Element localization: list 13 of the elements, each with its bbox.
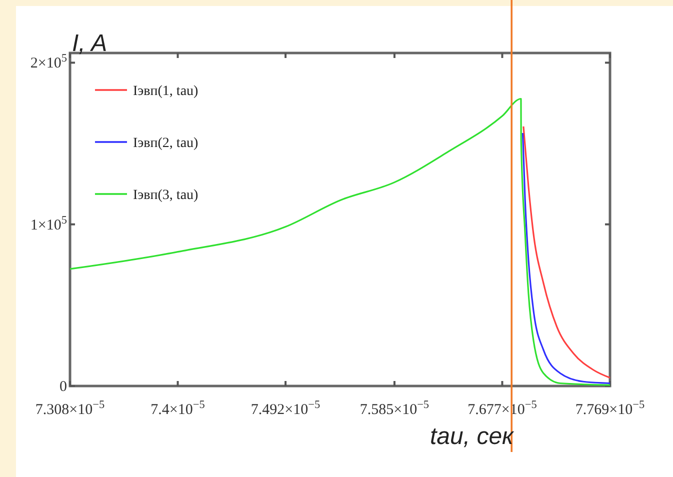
y-tick-label: 2×10$^{5}$ [30, 52, 68, 72]
legend-label: Iэвп(3, tau) [133, 188, 199, 203]
y-tick-label: 1×10$^{5}$ [30, 214, 68, 234]
y-tick-label: 0 [60, 379, 67, 395]
legend-label: Iэвп(1, tau) [133, 84, 199, 99]
legend-label: Iэвп(2, tau) [133, 136, 199, 151]
x-tick-label: 7.4×10$^{−5}$ [150, 399, 206, 418]
x-tick-label: 7.308×10$^{−5}$ [35, 399, 105, 418]
y-axis-title: I, A [72, 30, 108, 57]
x-tick-label: 7.585×10$^{−5}$ [360, 399, 430, 418]
x-tick-label: 7.492×10$^{−5}$ [250, 399, 320, 418]
x-tick-label: 7.769×10$^{−5}$ [575, 399, 645, 418]
line-series [69, 98, 611, 386]
